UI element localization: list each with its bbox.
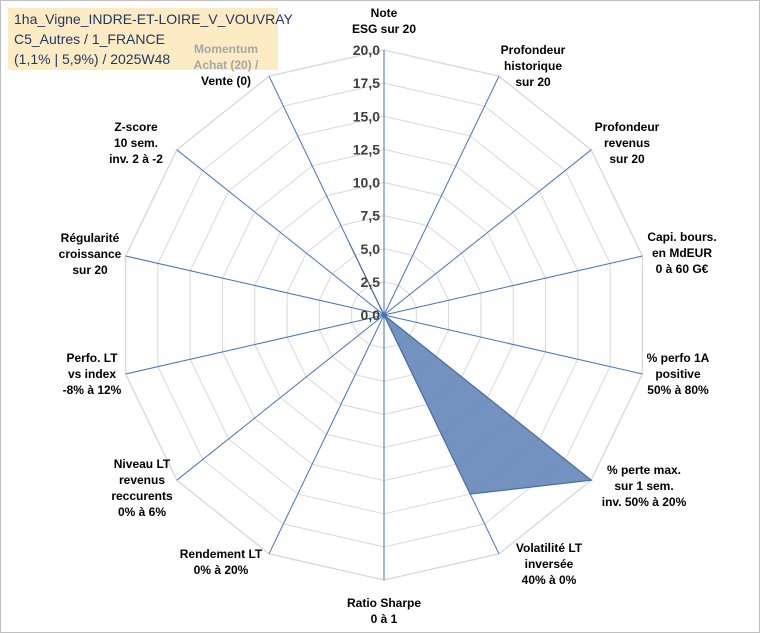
axis-spoke-2 bbox=[383, 149, 592, 316]
axis-spoke-4 bbox=[383, 314, 643, 375]
axis-label-11: Régularité croissance sur 20 bbox=[59, 231, 122, 277]
tick-label-4: 10,0 bbox=[353, 175, 380, 191]
series-area bbox=[348, 243, 593, 495]
tick-label-5: 12,5 bbox=[353, 141, 380, 157]
tick-label-1: 2,5 bbox=[361, 274, 381, 290]
axis-label-0: Note ESG sur 20 bbox=[352, 6, 416, 36]
axis-label-momentum-line-3: Vente (0) bbox=[200, 74, 251, 88]
chart-title-line-1: 1ha_Vigne_INDRE-ET-LOIRE_V_VOUVRAY bbox=[14, 11, 293, 27]
axis-spoke-11 bbox=[125, 255, 385, 316]
tick-label-2: 5,0 bbox=[361, 241, 381, 257]
series-layer bbox=[348, 243, 593, 495]
axis-label-9: Niveau LT revenus reccurents 0% à 6% bbox=[111, 457, 173, 519]
tick-label-6: 15,0 bbox=[353, 108, 380, 124]
axis-spoke-12 bbox=[176, 149, 385, 316]
axis-spoke-3 bbox=[383, 255, 643, 316]
chart-title-line-2: C5_Autres / 1_FRANCE bbox=[14, 31, 165, 47]
axis-label-6: Volatilité LT inversée 40% à 0% bbox=[516, 541, 583, 587]
tick-label-3: 7,5 bbox=[361, 208, 381, 224]
axis-label-2: Profondeur revenus sur 20 bbox=[595, 120, 660, 166]
label-layer: Note ESG sur 20 Profondeur historique sur 20… bbox=[59, 6, 717, 626]
tick-label-0: 0,0 bbox=[361, 307, 381, 323]
axis-spoke-8 bbox=[268, 314, 385, 555]
tick-label-8: 20,0 bbox=[353, 42, 380, 58]
axis-label-5: % perte max. sur 1 sem. inv. 50% à 20% bbox=[602, 463, 687, 509]
axis-label-momentum-line-1: Momentum bbox=[194, 42, 258, 56]
axis-label-4: % perfo 1A positive 50% à 80% bbox=[647, 351, 710, 397]
axis-label-8: Rendement LT 0% à 20% bbox=[180, 547, 263, 577]
axis-label-12: Z-score 10 sem. inv. 2 à -2 bbox=[109, 120, 163, 166]
tick-label-7: 17,5 bbox=[353, 75, 380, 91]
axis-label-10: Perfo. LT vs index -8% à 12% bbox=[63, 351, 122, 397]
axis-spoke-9 bbox=[176, 314, 385, 481]
axis-label-1: Profondeur historique sur 20 bbox=[501, 43, 566, 89]
axis-spoke-10 bbox=[125, 314, 385, 375]
chart-title-box: 1ha_Vigne_INDRE-ET-LOIRE_V_VOUVRAY C5_Au… bbox=[8, 8, 293, 70]
tick-layer: 0,0 2,5 5,0 7,5 10,0 12,5 15,0 17,5 20,0 bbox=[353, 42, 380, 323]
axis-label-7: Ratio Sharpe 0 à 1 bbox=[347, 596, 421, 626]
axis-label-3: Capi. bours. en MdEUR 0 à 60 G€ bbox=[647, 230, 716, 276]
axis-spoke-1 bbox=[383, 75, 500, 316]
chart-title-line-3: (1,1% | 5,9%) / 2025W48 bbox=[14, 51, 171, 67]
axis-label-momentum-line-2: Achat (20) / bbox=[193, 58, 259, 72]
axis-label-momentum: Momentum Achat (20) / Vente (0) bbox=[178, 41, 274, 89]
